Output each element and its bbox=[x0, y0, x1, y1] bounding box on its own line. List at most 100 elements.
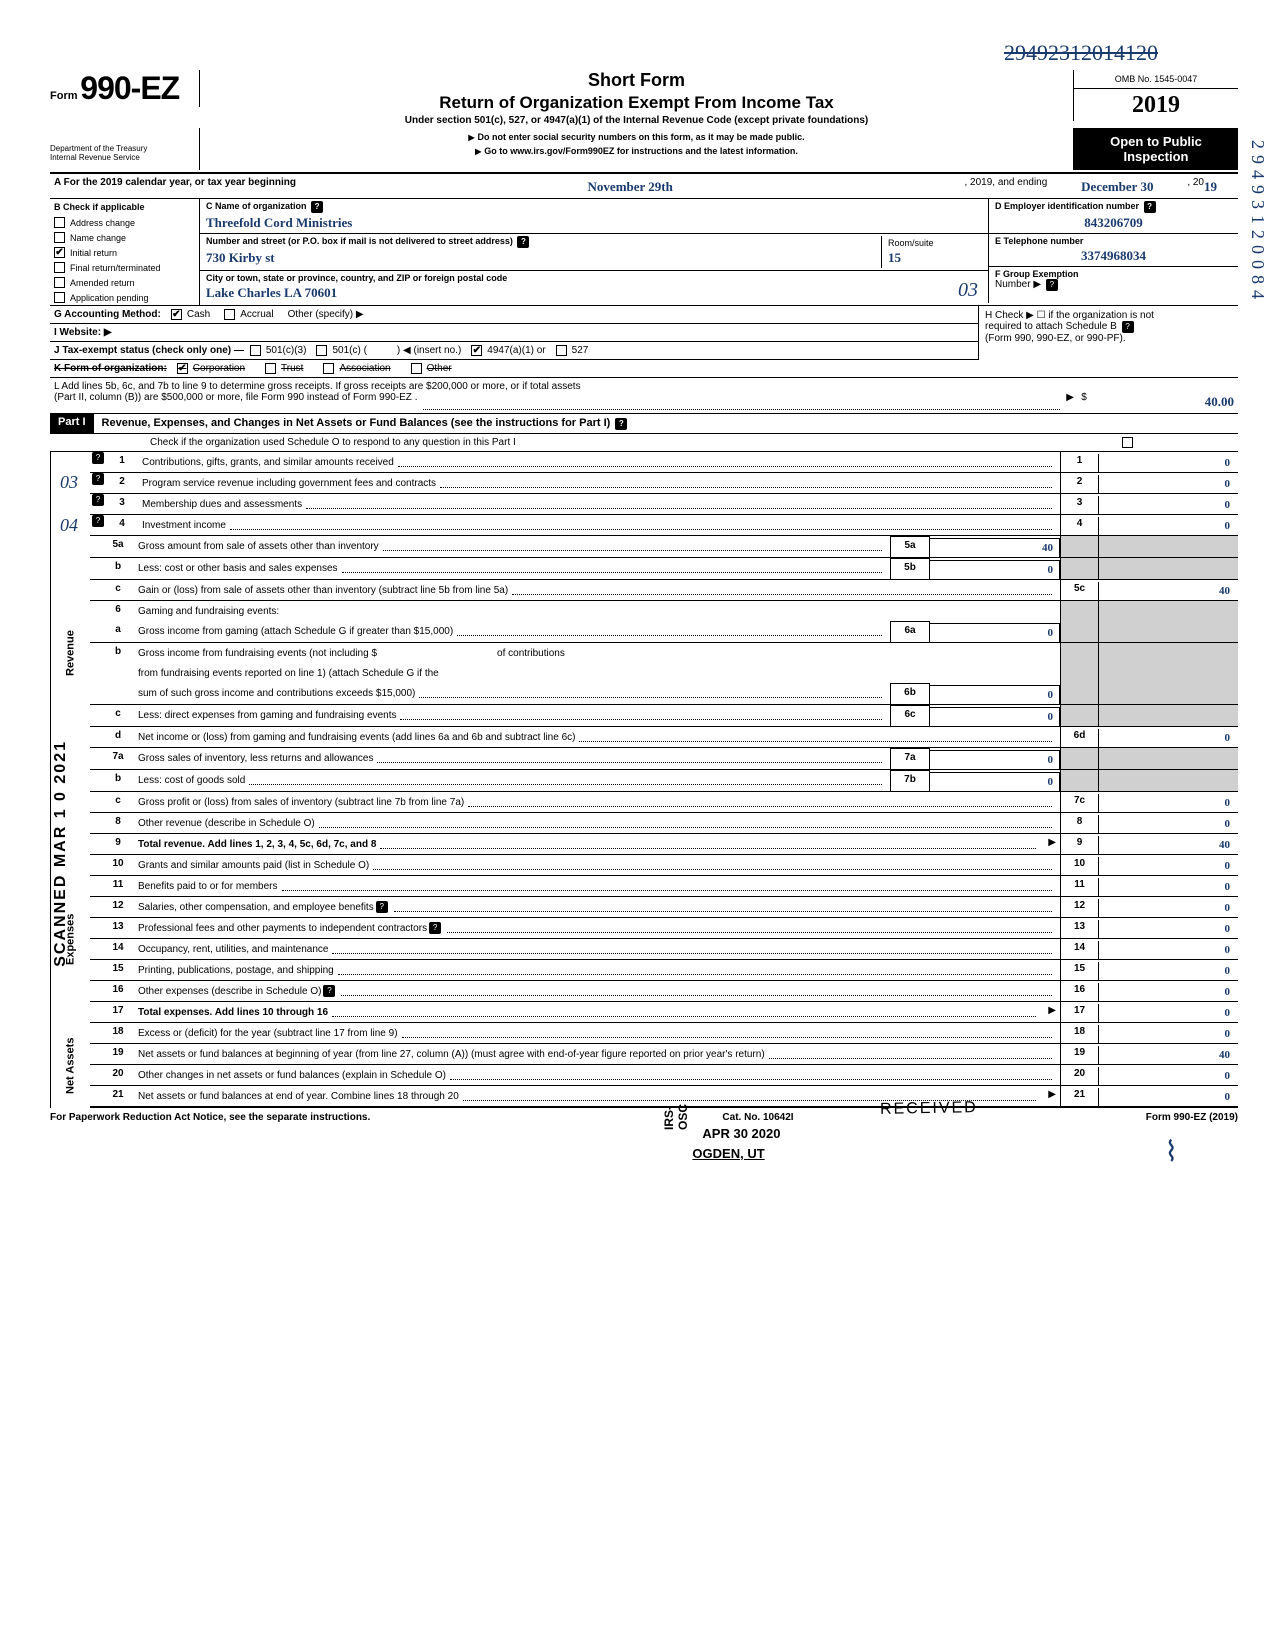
form-page: 29492312014120 29493120084 Form 990-EZ S… bbox=[50, 40, 1238, 1169]
line-7c: cGross profit or (loss) from sales of in… bbox=[90, 792, 1238, 813]
checkbox-4947[interactable]: ✔ bbox=[471, 345, 482, 356]
line10-value[interactable]: 0 bbox=[1098, 857, 1238, 875]
checkbox-amended-return[interactable]: Amended return bbox=[50, 275, 199, 290]
checkbox-association[interactable] bbox=[323, 363, 334, 374]
line5c-value[interactable]: 40 bbox=[1098, 582, 1238, 600]
info-icon: ? bbox=[1144, 201, 1156, 213]
line-18: 18Excess or (deficit) for the year (subt… bbox=[90, 1023, 1238, 1044]
form-number-cell: Form 990-EZ bbox=[50, 70, 200, 107]
line6d-value[interactable]: 0 bbox=[1098, 729, 1238, 747]
section-d: D Employer identification number ? 84320… bbox=[989, 199, 1238, 234]
info-icon: ? bbox=[429, 922, 441, 934]
line-6c: cLess: direct expenses from gaming and f… bbox=[90, 705, 1238, 727]
line-10: 10Grants and similar amounts paid (list … bbox=[90, 855, 1238, 876]
checkbox-final-return[interactable]: Final return/terminated bbox=[50, 260, 199, 275]
section-b-header: B Check if applicable bbox=[50, 199, 199, 215]
line14-value[interactable]: 0 bbox=[1098, 941, 1238, 959]
info-icon: ? bbox=[1046, 279, 1058, 291]
line2-value[interactable]: 0 bbox=[1098, 475, 1238, 493]
tax-year-begin[interactable]: November 29th bbox=[296, 179, 965, 195]
line-6: 6Gaming and fundraising events: bbox=[90, 601, 1238, 621]
section-h: H Check ▶ ☐ if the organization is not r… bbox=[978, 306, 1238, 360]
line12-value[interactable]: 0 bbox=[1098, 899, 1238, 917]
line7c-value[interactable]: 0 bbox=[1098, 794, 1238, 812]
line-6b-3: sum of such gross income and contributio… bbox=[90, 683, 1238, 705]
section-c: C Name of organization ? Threefold Cord … bbox=[200, 199, 988, 303]
checkbox-address-change[interactable]: Address change bbox=[50, 215, 199, 230]
info-icon: ? bbox=[92, 494, 104, 506]
info-icon: ? bbox=[1122, 321, 1134, 333]
phone-value[interactable]: 3374968034 bbox=[995, 248, 1232, 264]
checkbox-corporation[interactable]: ✔ bbox=[177, 363, 188, 374]
ein-value[interactable]: 843206709 bbox=[995, 215, 1232, 231]
line15-value[interactable]: 0 bbox=[1098, 962, 1238, 980]
line17-value[interactable]: 0 bbox=[1098, 1004, 1238, 1022]
main-title: Return of Organization Exempt From Incom… bbox=[210, 93, 1063, 113]
line-14: 14Occupancy, rent, utilities, and mainte… bbox=[90, 939, 1238, 960]
line-16: 16Other expenses (describe in Schedule O… bbox=[90, 981, 1238, 1002]
checkbox-other-org[interactable] bbox=[411, 363, 422, 374]
org-name-value[interactable]: Threefold Cord Ministries bbox=[206, 215, 982, 231]
line-6b-2: from fundraising events reported on line… bbox=[90, 663, 1238, 683]
info-icon: ? bbox=[92, 473, 104, 485]
checkbox-accrual[interactable] bbox=[224, 309, 235, 320]
line20-value[interactable]: 0 bbox=[1098, 1067, 1238, 1085]
line13-value[interactable]: 0 bbox=[1098, 920, 1238, 938]
expenses-side-label: Expenses bbox=[50, 855, 90, 1023]
part1-header: Part I Revenue, Expenses, and Changes in… bbox=[50, 414, 1238, 434]
info-icon: ? bbox=[92, 452, 104, 464]
city-value[interactable]: Lake Charles LA 70601 bbox=[206, 285, 982, 301]
revenue-side-label: Revenue bbox=[50, 452, 90, 855]
line-3: ?3Membership dues and assessments30 bbox=[90, 494, 1238, 515]
tax-year-end-yr[interactable]: 19 bbox=[1204, 179, 1234, 195]
line16-value[interactable]: 0 bbox=[1098, 983, 1238, 1001]
room-value[interactable]: 15 bbox=[888, 250, 976, 266]
line-8: 8Other revenue (describe in Schedule O)8… bbox=[90, 813, 1238, 834]
checkbox-trust[interactable] bbox=[265, 363, 276, 374]
line19-value[interactable]: 40 bbox=[1098, 1046, 1238, 1064]
line4-value[interactable]: 0 bbox=[1098, 517, 1238, 535]
goto-url: Go to www.irs.gov/Form990EZ for instruct… bbox=[210, 146, 1063, 156]
ssn-warning: Do not enter social security numbers on … bbox=[210, 132, 1063, 142]
line7b-value[interactable]: 0 bbox=[930, 772, 1060, 791]
line1-value[interactable]: 0 bbox=[1098, 454, 1238, 472]
line11-value[interactable]: 0 bbox=[1098, 878, 1238, 896]
form-header: Form 990-EZ Short Form Return of Organiz… bbox=[50, 70, 1238, 126]
line6a-value[interactable]: 0 bbox=[930, 623, 1060, 642]
line8-value[interactable]: 0 bbox=[1098, 815, 1238, 833]
line5a-value[interactable]: 40 bbox=[930, 538, 1060, 557]
section-a-mid: , 2019, and ending bbox=[964, 177, 1047, 195]
tax-year-end-month[interactable]: December 30 bbox=[1047, 179, 1187, 195]
checkbox-501c3[interactable] bbox=[250, 345, 261, 356]
line18-value[interactable]: 0 bbox=[1098, 1025, 1238, 1043]
org-name-row: C Name of organization ? Threefold Cord … bbox=[200, 199, 988, 234]
checkbox-527[interactable] bbox=[556, 345, 567, 356]
checkbox-application-pending[interactable]: Application pending bbox=[50, 290, 199, 305]
line6c-value[interactable]: 0 bbox=[930, 707, 1060, 726]
form-footer-label: Form 990-EZ (2019) bbox=[1146, 1112, 1238, 1123]
line21-value[interactable]: 0 bbox=[1098, 1088, 1238, 1106]
line7a-value[interactable]: 0 bbox=[930, 750, 1060, 769]
section-l: L Add lines 5b, 6c, and 7b to line 9 to … bbox=[50, 378, 1238, 414]
checkbox-schedule-o[interactable] bbox=[1122, 437, 1133, 448]
line-11: 11Benefits paid to or for members110 bbox=[90, 876, 1238, 897]
part1-title: Revenue, Expenses, and Changes in Net As… bbox=[102, 414, 1238, 433]
netassets-group: Net Assets 18Excess or (deficit) for the… bbox=[50, 1023, 1238, 1108]
section-cde-wrap: C Name of organization ? Threefold Cord … bbox=[200, 199, 1238, 305]
checkbox-initial-return[interactable]: ✔Initial return bbox=[50, 245, 199, 260]
checkbox-name-change[interactable]: Name change bbox=[50, 230, 199, 245]
revenue-group: Revenue ?1Contributions, gifts, grants, … bbox=[50, 452, 1238, 855]
top-handwritten-number: 29492312014120 bbox=[50, 40, 1238, 66]
line5b-value[interactable]: 0 bbox=[930, 560, 1060, 579]
address-row: Number and street (or P.O. box if mail i… bbox=[200, 234, 988, 271]
subtitle: Under section 501(c), 527, or 4947(a)(1)… bbox=[210, 115, 1063, 126]
street-value[interactable]: 730 Kirby st bbox=[206, 250, 881, 266]
checkbox-501c[interactable] bbox=[316, 345, 327, 356]
info-icon: ? bbox=[615, 418, 627, 430]
gross-receipts-value[interactable]: 40.00 bbox=[1094, 394, 1234, 410]
line3-value[interactable]: 0 bbox=[1098, 496, 1238, 514]
line6b-value[interactable]: 0 bbox=[930, 685, 1060, 704]
dept-cell: Department of the Treasury Internal Reve… bbox=[50, 128, 200, 170]
checkbox-cash[interactable]: ✔ bbox=[171, 309, 182, 320]
line9-value[interactable]: 40 bbox=[1098, 836, 1238, 854]
